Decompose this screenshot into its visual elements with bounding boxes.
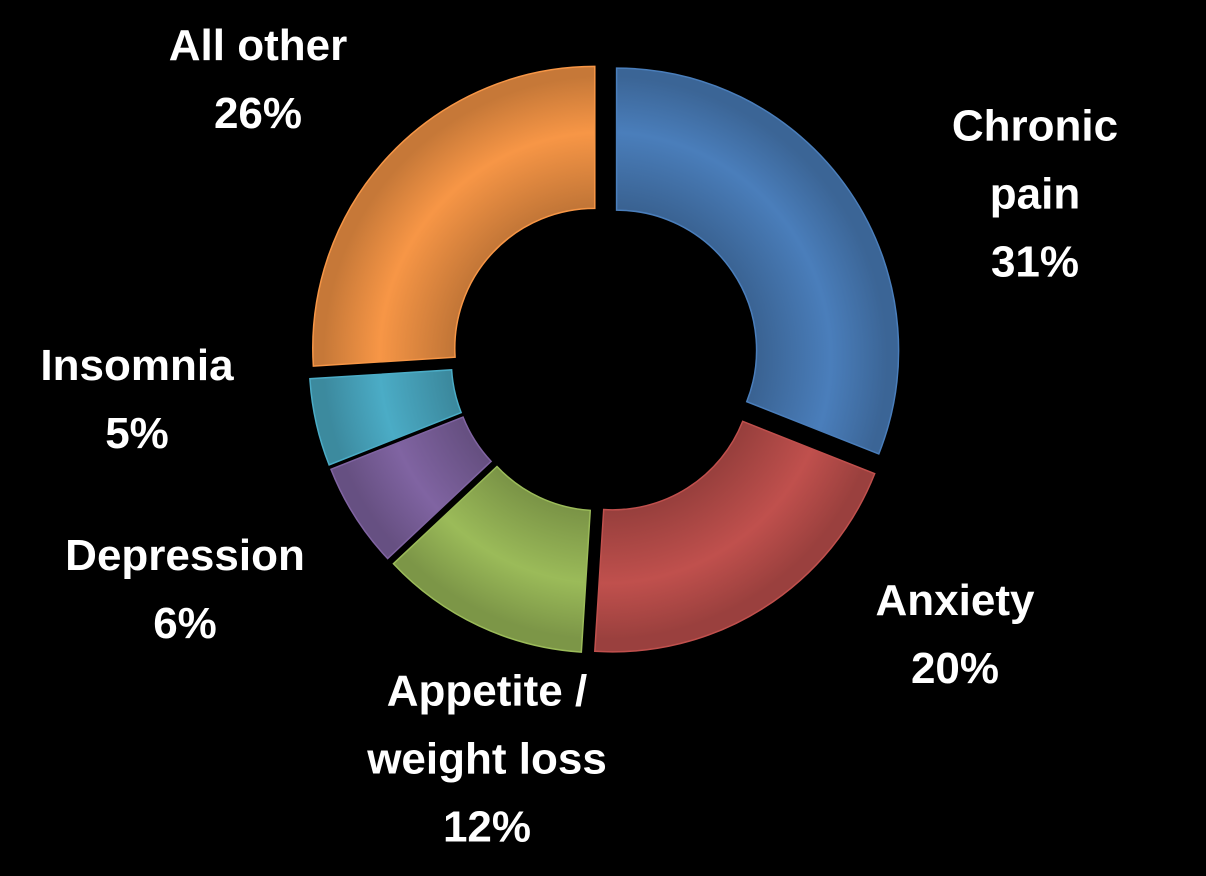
value-label: 12%	[442, 803, 532, 853]
category-label: Chronic pain	[951, 101, 1119, 219]
donut-slice	[392, 465, 592, 653]
donut-slice	[330, 416, 493, 560]
value-label: 5%	[105, 409, 169, 458]
category-label: All other	[168, 20, 348, 70]
value-label: 20%	[910, 644, 1000, 693]
donut-slice	[615, 67, 900, 455]
category-label: Depression	[65, 530, 305, 580]
category-label: Insomnia	[40, 340, 234, 390]
donut-slice	[593, 420, 876, 653]
slice-label: Chronic pain 31%	[950, 93, 1121, 298]
slice-label: Anxiety 20%	[876, 567, 1035, 703]
value-label: 6%	[153, 599, 217, 648]
donut-slice	[312, 65, 596, 367]
slice-label: All other 26%	[169, 12, 347, 148]
slice-label: Insomnia 5%	[40, 332, 233, 468]
slice-label: Depression 6%	[65, 522, 305, 658]
category-label: Appetite / weight loss	[367, 666, 607, 784]
category-label: Anxiety	[875, 575, 1035, 625]
value-label: 31%	[990, 238, 1080, 288]
value-label: 26%	[213, 89, 303, 138]
slice-label: Appetite / weight loss 12%	[317, 658, 657, 863]
donut-slice	[309, 369, 463, 466]
